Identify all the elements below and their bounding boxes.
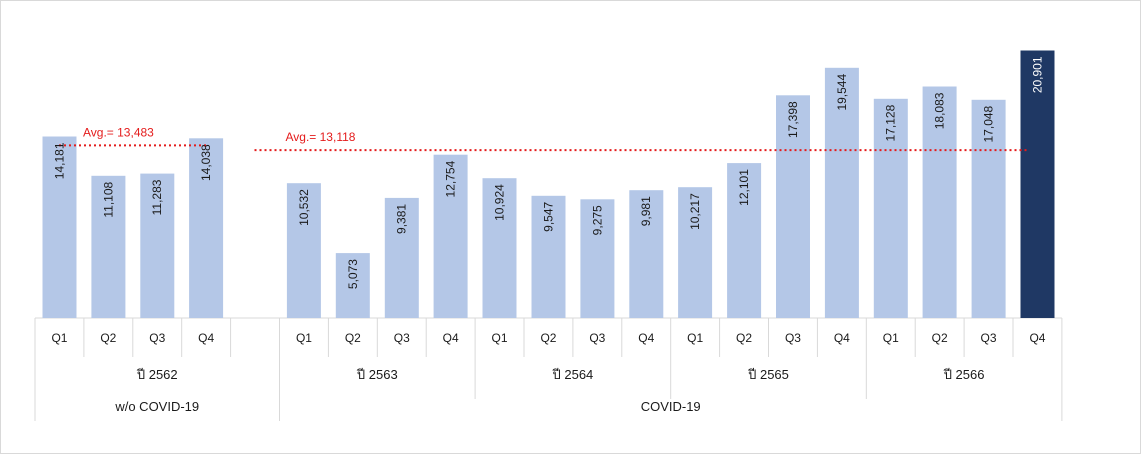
year-label: ปี 2566 [943,367,985,382]
data-label: 14,181 [52,142,66,179]
bar-ปี-2566-Q3 [971,99,1006,318]
bar-ปี-2565-Q4 [824,67,859,318]
x-tick-label: Q3 [149,331,165,345]
x-tick-label: Q3 [785,331,801,345]
x-tick-label: Q1 [51,331,67,345]
bar-layer [42,50,1055,318]
bar-ปี-2565-Q2 [727,163,762,318]
bar-ปี-2566-Q1 [873,98,908,318]
data-label: 17,398 [786,101,800,138]
x-tick-label: Q4 [638,331,654,345]
bar-ปี-2562-Q3 [140,173,175,318]
bar-ปี-2563-Q3 [384,197,419,318]
data-label: 20,901 [1030,56,1044,93]
label-layer: Q1 14,181 Q2 11,108 Q3 11,283 Q4 14,038 Q1 10,532… [51,56,1045,414]
bar-ปี-2565-Q1 [678,187,713,318]
data-label: 9,547 [541,201,555,231]
x-tick-label: Q3 [394,331,410,345]
x-tick-label: Q2 [345,331,361,345]
data-label: 10,217 [688,193,702,230]
x-tick-label: Q1 [296,331,312,345]
data-label: 9,981 [639,196,653,226]
x-tick-label: Q4 [1029,331,1045,345]
data-label: 11,283 [150,179,164,215]
data-label: 19,544 [835,74,849,111]
bar-ปี-2566-Q2 [922,86,957,318]
x-tick-label: Q4 [198,331,214,345]
year-label: ปี 2565 [747,367,789,382]
year-label: ปี 2562 [136,367,178,382]
x-tick-label: Q4 [443,331,459,345]
x-tick-label: Q1 [492,331,508,345]
average-layer: Avg.= 13,483 Avg.= 13,118 [59,125,1029,152]
data-label: 9,275 [590,205,604,235]
average-label: Avg.= 13,483 [83,125,154,139]
bar-ปี-2562-Q1 [42,136,77,318]
data-label: 10,924 [493,184,507,221]
x-tick-label: Q2 [736,331,752,345]
x-tick-label: Q1 [687,331,703,345]
x-tick-label: Q3 [589,331,605,345]
bar-ปี-2564-Q2 [531,195,566,318]
bar-ปี-2564-Q1 [482,178,517,318]
bar-ปี-2566-Q4 [1020,50,1055,318]
bar-ปี-2565-Q3 [776,95,810,318]
bar-ปี-2562-Q4 [189,138,224,318]
bar-ปี-2563-Q1 [286,183,321,318]
year-label: ปี 2564 [551,367,593,382]
x-tick-label: Q2 [540,331,556,345]
bar-ปี-2564-Q4 [629,190,664,318]
data-label: 12,754 [444,160,458,197]
data-label: 9,381 [395,204,409,234]
data-label: 12,101 [737,169,751,206]
data-label: 18,083 [933,92,947,129]
x-tick-label: Q2 [932,331,948,345]
bar-ปี-2563-Q4 [433,154,468,318]
group-label: w/o COVID-19 [114,399,199,414]
data-label: 10,532 [297,189,311,226]
average-label: Avg.= 13,118 [286,130,356,144]
data-label: 11,108 [101,181,115,217]
bar-ปี-2563-Q2 [335,253,370,318]
data-label: 5,073 [346,259,360,289]
x-tick-label: Q4 [834,331,850,345]
year-label: ปี 2563 [356,367,398,382]
group-label: COVID-19 [641,399,701,414]
x-tick-label: Q3 [981,331,997,345]
bar-ปี-2562-Q2 [91,175,126,318]
x-tick-label: Q2 [100,331,116,345]
data-label: 17,048 [982,105,996,142]
data-label: 17,128 [884,104,898,141]
x-tick-label: Q1 [883,331,899,345]
bar-ปี-2564-Q3 [580,199,615,318]
data-label: 14,038 [199,144,213,181]
